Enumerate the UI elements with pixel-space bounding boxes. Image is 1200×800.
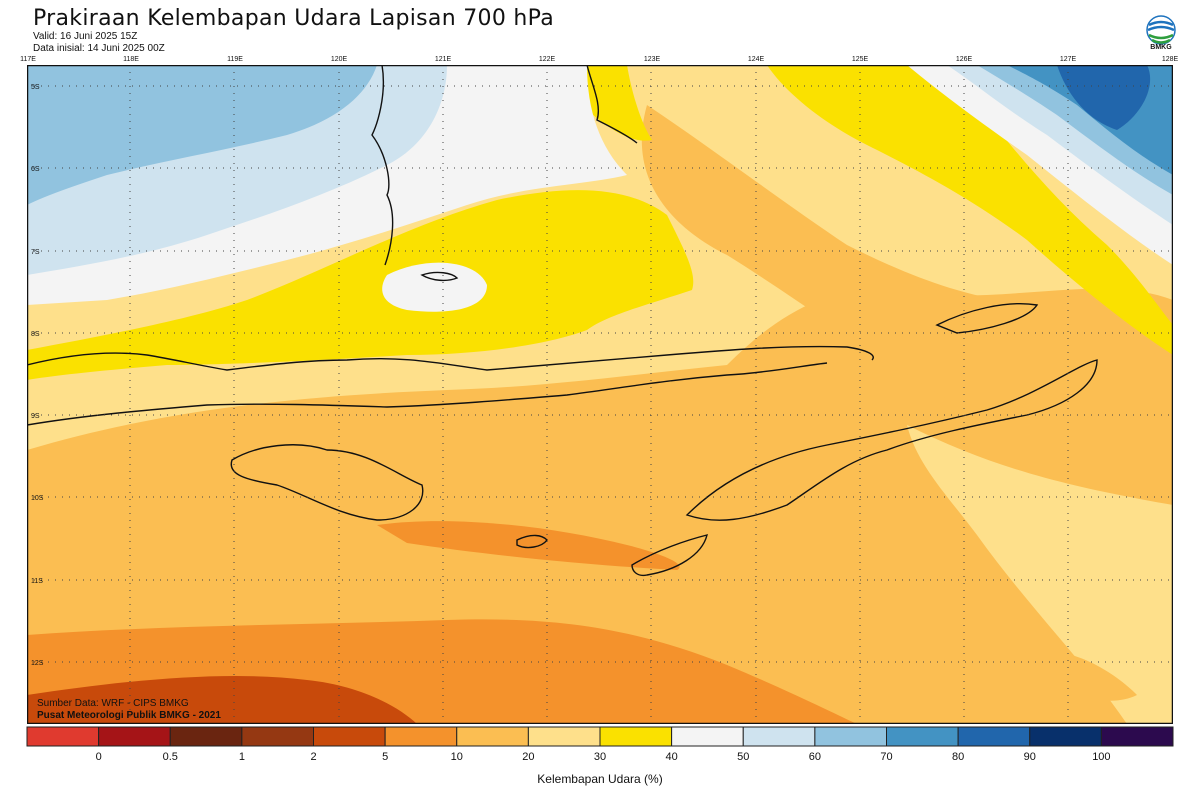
sulawesi-se-coast bbox=[586, 65, 638, 144]
band-5-10-strip bbox=[377, 521, 680, 570]
lon-label: 120E bbox=[331, 56, 348, 63]
bmkg-logo-icon bbox=[1146, 15, 1176, 45]
lon-label: 124E bbox=[748, 56, 765, 63]
lat-label: 6S bbox=[31, 166, 40, 173]
data-source-credit: Sumber Data: WRF - CIPS BMKG bbox=[37, 698, 189, 709]
band-10-20 bbox=[27, 288, 1173, 724]
coastlines bbox=[27, 65, 1098, 577]
lon-axis-labels: 117E 118E 119E 120E 121E 122E 123E 124E … bbox=[20, 56, 1179, 63]
lon-label: 125E bbox=[852, 56, 869, 63]
lon-label: 117E bbox=[20, 56, 36, 63]
lon-label: 121E bbox=[435, 56, 452, 63]
colorbar-tick-label: 1 bbox=[239, 751, 245, 763]
colorbar-swatch bbox=[1029, 726, 1102, 747]
lon-label: 123E bbox=[644, 56, 661, 63]
timor-coast bbox=[685, 359, 1098, 521]
lon-label: 127E bbox=[1060, 56, 1077, 63]
band-30-40 bbox=[27, 190, 694, 380]
colorbar-swatch bbox=[26, 726, 100, 747]
humidity-map bbox=[27, 65, 1173, 724]
lon-label: 122E bbox=[539, 56, 556, 63]
kalao-island bbox=[420, 271, 459, 282]
colorbar-tick-label: 10 bbox=[451, 751, 463, 763]
band-2-5 bbox=[27, 675, 417, 724]
lat-label: 10S bbox=[31, 495, 44, 502]
colorbar-tick-label: 90 bbox=[1024, 751, 1036, 763]
wetar-coast bbox=[935, 303, 1039, 334]
colorbar-tick-label: 0 bbox=[96, 751, 102, 763]
band-20-30-se bbox=[907, 425, 1173, 724]
colorbar-swatch bbox=[599, 726, 673, 747]
lat-label: 9S bbox=[31, 413, 40, 420]
rote-coast bbox=[631, 534, 708, 577]
lat-label: 5S bbox=[31, 84, 40, 91]
lon-label: 118E bbox=[123, 56, 139, 63]
lat-label: 8S bbox=[31, 331, 40, 338]
colorbar: 0 0.5 1 2 5 10 20 30 40 50 60 70 80 90 100 bbox=[26, 726, 1174, 763]
band-40-50-island bbox=[382, 262, 487, 312]
colorbar-tick-label: 0.5 bbox=[163, 751, 178, 763]
sulawesi-coast bbox=[371, 65, 394, 266]
colorbar-tick-label: 30 bbox=[594, 751, 606, 763]
map-title: Prakiraan Kelembapan Udara Lapisan 700 h… bbox=[33, 6, 555, 31]
colorbar-swatch bbox=[98, 726, 171, 747]
colorbar-swatch bbox=[313, 726, 386, 747]
valid-time: Valid: 16 Juni 2025 15Z bbox=[33, 31, 138, 42]
colorbar-tick-label: 60 bbox=[809, 751, 821, 763]
colorbar-tick-label: 2 bbox=[310, 751, 316, 763]
band-20-30-se2 bbox=[1017, 650, 1137, 701]
colorbar-tick-label: 80 bbox=[952, 751, 964, 763]
map-frame bbox=[27, 65, 1173, 724]
colorbar-tick-label: 20 bbox=[522, 751, 534, 763]
colorbar-tick-label: 50 bbox=[737, 751, 749, 763]
band-80-90-ne bbox=[1057, 65, 1151, 130]
colorbar-tick-label: 40 bbox=[666, 751, 678, 763]
colorbar-swatch bbox=[169, 726, 243, 747]
colorbar-tick-label: 100 bbox=[1092, 751, 1110, 763]
colorbar-swatch bbox=[742, 726, 816, 747]
lon-label: 126E bbox=[956, 56, 973, 63]
colorbar-swatch bbox=[456, 726, 529, 747]
colorbar-swatch bbox=[957, 726, 1031, 747]
colorbar-swatch bbox=[671, 726, 744, 747]
lat-label: 12S bbox=[31, 660, 44, 667]
lon-label: 128E bbox=[1162, 56, 1179, 63]
initial-time: Data inisial: 14 Juni 2025 00Z bbox=[33, 43, 165, 54]
lat-label: 11S bbox=[31, 578, 43, 585]
band-30-40-ne bbox=[767, 65, 1173, 355]
organization-credit: Pusat Meteorologi Publik BMKG - 2021 bbox=[37, 710, 221, 721]
colorbar-swatch bbox=[527, 726, 601, 747]
lat-label: 7S bbox=[31, 249, 40, 256]
lat-axis-labels: 5S 6S 7S 8S 9S 10S 11S 12S bbox=[31, 84, 44, 667]
lesser-sunda-south bbox=[27, 362, 828, 426]
colorbar-swatch bbox=[241, 726, 314, 747]
colorbar-swatch bbox=[814, 726, 887, 747]
band-10-20-ne bbox=[641, 105, 1173, 415]
sawu-coast bbox=[516, 534, 548, 549]
colorbar-swatch bbox=[384, 726, 458, 747]
logo-text: BMKG bbox=[1150, 44, 1172, 51]
sumba-coast bbox=[230, 444, 424, 521]
band-60-70 bbox=[27, 65, 377, 205]
lat-lon-grid bbox=[27, 65, 1173, 724]
lesser-sunda-north bbox=[27, 345, 874, 371]
colorbar-tick-label: 5 bbox=[382, 751, 388, 763]
colorbar-swatch bbox=[886, 726, 959, 747]
colorbar-tick-label: 70 bbox=[880, 751, 892, 763]
lon-label: 119E bbox=[227, 56, 243, 63]
colorbar-swatch bbox=[1100, 726, 1174, 747]
colorbar-label: Kelembapan Udara (%) bbox=[537, 772, 663, 786]
